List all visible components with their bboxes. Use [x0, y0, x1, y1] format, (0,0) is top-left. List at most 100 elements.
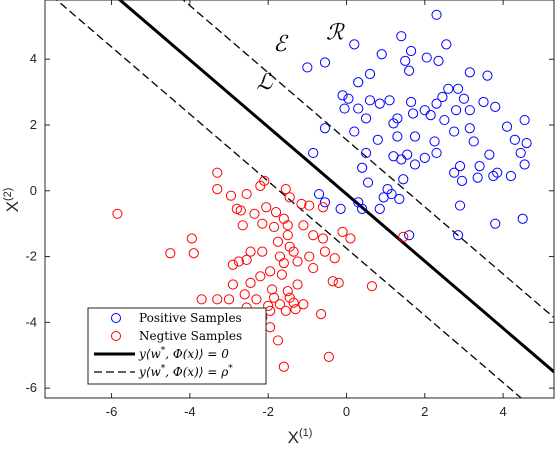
positive-point-87 [490, 218, 501, 229]
positive-point-78 [378, 192, 389, 203]
positive-point-29 [353, 103, 364, 114]
negative-point-64 [280, 305, 291, 316]
positive-point-31 [339, 103, 350, 114]
negative-point-32 [257, 246, 268, 257]
negative-point-51 [227, 279, 239, 290]
negative-point-75 [366, 281, 378, 292]
negative-point-11 [317, 202, 329, 213]
negative-point-62 [298, 299, 309, 310]
negative-point-47 [245, 277, 256, 288]
positive-point-55 [360, 147, 372, 159]
positive-point-57 [402, 149, 413, 160]
negative-point-34 [241, 254, 252, 265]
positive-point-36 [464, 105, 475, 116]
negative-point-69 [196, 294, 207, 305]
negative-point-1 [212, 167, 223, 178]
positive-point-14 [482, 70, 493, 81]
positive-point-79 [313, 188, 325, 200]
margin-line-1 [182, 0, 554, 319]
negative-point-45 [255, 271, 266, 282]
positive-point-0 [431, 9, 442, 20]
positive-point-21 [364, 95, 376, 106]
positive-point-74 [505, 170, 517, 182]
positive-point-48 [468, 136, 479, 147]
y-tick-label: -4 [25, 314, 37, 329]
positive-point-80 [319, 197, 331, 208]
negative-point-46 [276, 269, 287, 280]
negative-point-59 [284, 292, 295, 303]
y-axis-label-sup: (2) [2, 188, 14, 201]
positive-point-28 [478, 96, 489, 108]
negative-point-55 [251, 294, 262, 305]
positive-point-73 [488, 170, 499, 182]
positive-point-1 [396, 31, 407, 42]
positive-point-19 [337, 90, 348, 101]
positive-point-42 [319, 123, 331, 134]
positive-point-4 [405, 45, 417, 57]
positive-point-27 [458, 93, 470, 104]
positive-point-88 [452, 230, 464, 241]
negative-point-54 [223, 294, 235, 305]
negative-point-7 [280, 184, 291, 195]
positive-point-50 [519, 114, 530, 126]
positive-point-49 [501, 121, 513, 132]
y-tick-label: 2 [30, 117, 37, 132]
legend-positive-label: Positive Samples [139, 311, 242, 325]
negative-point-71 [278, 361, 289, 372]
legend-negative-marker [111, 331, 121, 341]
negative-point-26 [345, 233, 356, 244]
y-axis-label-main: X [3, 201, 22, 212]
positive-point-22 [374, 98, 385, 109]
positive-point-41 [464, 123, 475, 134]
negative-point-23 [308, 230, 319, 241]
negative-point-73 [333, 277, 344, 288]
negative-point-13 [235, 205, 246, 216]
y-tick-label: -2 [25, 249, 37, 264]
positive-point-63 [409, 159, 421, 170]
positive-point-84 [454, 200, 466, 211]
positive-point-26 [437, 91, 448, 103]
positive-point-11 [404, 65, 415, 76]
negative-point-42 [186, 233, 197, 244]
y-tick-label: 4 [30, 51, 37, 66]
negative-point-43 [188, 248, 199, 259]
positive-point-46 [409, 131, 421, 142]
positive-point-17 [452, 83, 464, 94]
positive-point-3 [376, 49, 387, 60]
positive-point-15 [464, 67, 475, 78]
positive-point-75 [519, 159, 530, 170]
positive-point-30 [407, 108, 419, 119]
negative-point-79 [272, 335, 284, 346]
positive-point-60 [484, 149, 495, 160]
data-points [112, 9, 532, 372]
negative-point-14 [249, 208, 260, 219]
positive-point-23 [405, 96, 417, 108]
positive-point-85 [335, 203, 346, 214]
negative-point-2 [212, 184, 223, 195]
negative-point-78 [265, 322, 276, 333]
negative-point-19 [257, 218, 268, 229]
legend-negative-label: Negtive Samples [139, 329, 242, 343]
negative-point-60 [263, 300, 274, 312]
negative-point-5 [255, 180, 266, 191]
negative-point-17 [278, 213, 289, 224]
negative-point-57 [274, 299, 286, 310]
positive-point-66 [474, 161, 485, 172]
x-tick-label: -6 [106, 404, 118, 419]
positive-point-76 [394, 193, 405, 205]
positive-point-12 [364, 68, 376, 80]
negative-point-40 [308, 262, 319, 274]
negative-point-84 [304, 251, 315, 262]
positive-point-2 [349, 39, 360, 50]
negative-point-15 [261, 202, 272, 213]
region-label-script-E: ℰ [273, 32, 289, 57]
negative-point-48 [266, 284, 278, 295]
negative-point-74 [327, 276, 338, 287]
negative-point-9 [296, 198, 307, 210]
negative-point-50 [292, 279, 303, 290]
x-axis-title: X(1) [288, 427, 313, 447]
positive-point-54 [308, 147, 319, 159]
positive-point-8 [302, 62, 313, 73]
negative-point-76 [398, 231, 409, 242]
negative-point-18 [237, 220, 248, 231]
